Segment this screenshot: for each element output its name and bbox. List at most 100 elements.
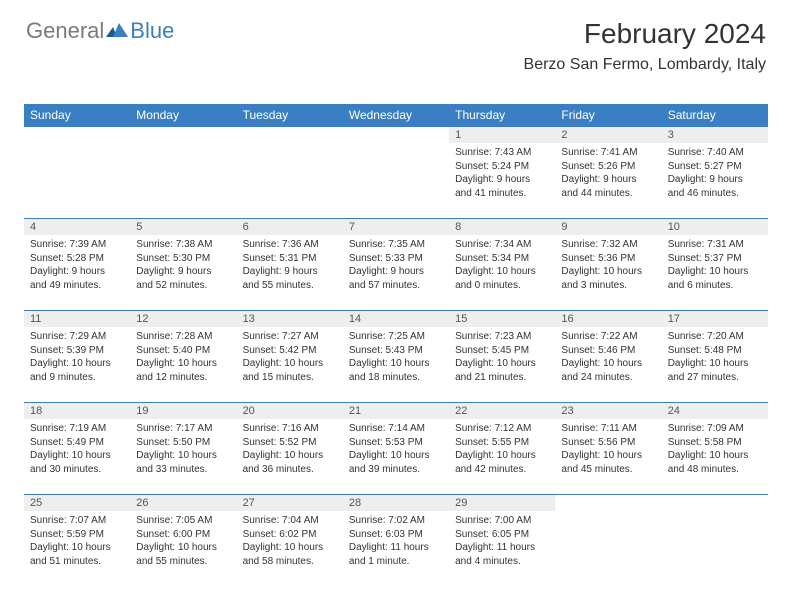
sunset-text: Sunset: 6:03 PM	[349, 528, 443, 542]
sunset-text: Sunset: 5:40 PM	[136, 344, 230, 358]
day-body: Sunrise: 7:23 AMSunset: 5:45 PMDaylight:…	[449, 327, 555, 388]
day-header: Monday	[130, 104, 236, 127]
day-number: 25	[24, 495, 130, 511]
day-body: Sunrise: 7:43 AMSunset: 5:24 PMDaylight:…	[449, 143, 555, 204]
calendar-cell: 16Sunrise: 7:22 AMSunset: 5:46 PMDayligh…	[555, 311, 661, 403]
daylight-text: Daylight: 10 hours and 33 minutes.	[136, 449, 230, 476]
sunrise-text: Sunrise: 7:43 AM	[455, 146, 549, 160]
calendar-cell: 11Sunrise: 7:29 AMSunset: 5:39 PMDayligh…	[24, 311, 130, 403]
day-number: 10	[662, 219, 768, 235]
day-body: Sunrise: 7:20 AMSunset: 5:48 PMDaylight:…	[662, 327, 768, 388]
day-number: 27	[237, 495, 343, 511]
calendar-cell: 3Sunrise: 7:40 AMSunset: 5:27 PMDaylight…	[662, 127, 768, 219]
calendar-cell: 15Sunrise: 7:23 AMSunset: 5:45 PMDayligh…	[449, 311, 555, 403]
daylight-text: Daylight: 10 hours and 42 minutes.	[455, 449, 549, 476]
day-number: 3	[662, 127, 768, 143]
sunset-text: Sunset: 6:05 PM	[455, 528, 549, 542]
day-number: 13	[237, 311, 343, 327]
calendar-cell: 20Sunrise: 7:16 AMSunset: 5:52 PMDayligh…	[237, 403, 343, 495]
day-number: 12	[130, 311, 236, 327]
day-number: 19	[130, 403, 236, 419]
sunrise-text: Sunrise: 7:16 AM	[243, 422, 337, 436]
daylight-text: Daylight: 10 hours and 55 minutes.	[136, 541, 230, 568]
day-body: Sunrise: 7:28 AMSunset: 5:40 PMDaylight:…	[130, 327, 236, 388]
sunset-text: Sunset: 5:45 PM	[455, 344, 549, 358]
sunrise-text: Sunrise: 7:39 AM	[30, 238, 124, 252]
calendar-cell: 6Sunrise: 7:36 AMSunset: 5:31 PMDaylight…	[237, 219, 343, 311]
day-number: 22	[449, 403, 555, 419]
day-number: 2	[555, 127, 661, 143]
day-number: 26	[130, 495, 236, 511]
daylight-text: Daylight: 10 hours and 15 minutes.	[243, 357, 337, 384]
calendar-cell: 13Sunrise: 7:27 AMSunset: 5:42 PMDayligh…	[237, 311, 343, 403]
daylight-text: Daylight: 10 hours and 30 minutes.	[30, 449, 124, 476]
sunset-text: Sunset: 6:00 PM	[136, 528, 230, 542]
day-number: 28	[343, 495, 449, 511]
sunrise-text: Sunrise: 7:11 AM	[561, 422, 655, 436]
calendar-cell: 24Sunrise: 7:09 AMSunset: 5:58 PMDayligh…	[662, 403, 768, 495]
day-number: 17	[662, 311, 768, 327]
sunset-text: Sunset: 5:39 PM	[30, 344, 124, 358]
sunrise-text: Sunrise: 7:17 AM	[136, 422, 230, 436]
calendar-cell: 26Sunrise: 7:05 AMSunset: 6:00 PMDayligh…	[130, 495, 236, 587]
day-number: 4	[24, 219, 130, 235]
day-header: Thursday	[449, 104, 555, 127]
daylight-text: Daylight: 9 hours and 55 minutes.	[243, 265, 337, 292]
sunrise-text: Sunrise: 7:35 AM	[349, 238, 443, 252]
sunrise-text: Sunrise: 7:36 AM	[243, 238, 337, 252]
sunset-text: Sunset: 5:59 PM	[30, 528, 124, 542]
sunset-text: Sunset: 5:24 PM	[455, 160, 549, 174]
daylight-text: Daylight: 11 hours and 1 minute.	[349, 541, 443, 568]
sunrise-text: Sunrise: 7:12 AM	[455, 422, 549, 436]
day-body: Sunrise: 7:41 AMSunset: 5:26 PMDaylight:…	[555, 143, 661, 204]
sunset-text: Sunset: 5:55 PM	[455, 436, 549, 450]
daylight-text: Daylight: 10 hours and 21 minutes.	[455, 357, 549, 384]
calendar-row: 25Sunrise: 7:07 AMSunset: 5:59 PMDayligh…	[24, 495, 768, 587]
day-body: Sunrise: 7:31 AMSunset: 5:37 PMDaylight:…	[662, 235, 768, 296]
sunrise-text: Sunrise: 7:41 AM	[561, 146, 655, 160]
logo-text-blue: Blue	[130, 18, 174, 44]
calendar-cell	[130, 127, 236, 219]
sunrise-text: Sunrise: 7:29 AM	[30, 330, 124, 344]
day-body: Sunrise: 7:36 AMSunset: 5:31 PMDaylight:…	[237, 235, 343, 296]
day-body: Sunrise: 7:35 AMSunset: 5:33 PMDaylight:…	[343, 235, 449, 296]
day-header: Friday	[555, 104, 661, 127]
day-body: Sunrise: 7:34 AMSunset: 5:34 PMDaylight:…	[449, 235, 555, 296]
month-title: February 2024	[524, 18, 766, 50]
calendar-table: Sunday Monday Tuesday Wednesday Thursday…	[24, 104, 768, 587]
sunrise-text: Sunrise: 7:40 AM	[668, 146, 762, 160]
day-number: 8	[449, 219, 555, 235]
sunset-text: Sunset: 5:56 PM	[561, 436, 655, 450]
day-number: 15	[449, 311, 555, 327]
day-body: Sunrise: 7:38 AMSunset: 5:30 PMDaylight:…	[130, 235, 236, 296]
calendar-cell: 18Sunrise: 7:19 AMSunset: 5:49 PMDayligh…	[24, 403, 130, 495]
day-number: 24	[662, 403, 768, 419]
calendar-cell: 10Sunrise: 7:31 AMSunset: 5:37 PMDayligh…	[662, 219, 768, 311]
day-number: 14	[343, 311, 449, 327]
day-body: Sunrise: 7:32 AMSunset: 5:36 PMDaylight:…	[555, 235, 661, 296]
calendar-cell: 25Sunrise: 7:07 AMSunset: 5:59 PMDayligh…	[24, 495, 130, 587]
calendar-row: 11Sunrise: 7:29 AMSunset: 5:39 PMDayligh…	[24, 311, 768, 403]
sunrise-text: Sunrise: 7:04 AM	[243, 514, 337, 528]
day-header: Wednesday	[343, 104, 449, 127]
logo-text-gray: General	[26, 18, 104, 44]
sunrise-text: Sunrise: 7:38 AM	[136, 238, 230, 252]
calendar-cell	[343, 127, 449, 219]
sunset-text: Sunset: 5:49 PM	[30, 436, 124, 450]
daylight-text: Daylight: 10 hours and 6 minutes.	[668, 265, 762, 292]
sunrise-text: Sunrise: 7:09 AM	[668, 422, 762, 436]
day-body: Sunrise: 7:29 AMSunset: 5:39 PMDaylight:…	[24, 327, 130, 388]
day-body: Sunrise: 7:04 AMSunset: 6:02 PMDaylight:…	[237, 511, 343, 572]
day-body: Sunrise: 7:09 AMSunset: 5:58 PMDaylight:…	[662, 419, 768, 480]
sunset-text: Sunset: 5:52 PM	[243, 436, 337, 450]
sunset-text: Sunset: 5:53 PM	[349, 436, 443, 450]
sunrise-text: Sunrise: 7:27 AM	[243, 330, 337, 344]
day-body: Sunrise: 7:12 AMSunset: 5:55 PMDaylight:…	[449, 419, 555, 480]
daylight-text: Daylight: 10 hours and 45 minutes.	[561, 449, 655, 476]
sunrise-text: Sunrise: 7:28 AM	[136, 330, 230, 344]
calendar-row: 4 Sunrise: 7:39 AMSunset: 5:28 PM Daylight…	[24, 219, 768, 311]
sunrise-text: Sunrise: 7:00 AM	[455, 514, 549, 528]
daylight-text: Daylight: 10 hours and 58 minutes.	[243, 541, 337, 568]
daylight-text: Daylight: 10 hours and 27 minutes.	[668, 357, 762, 384]
sunset-text: Sunset: 5:28 PM	[30, 252, 124, 266]
